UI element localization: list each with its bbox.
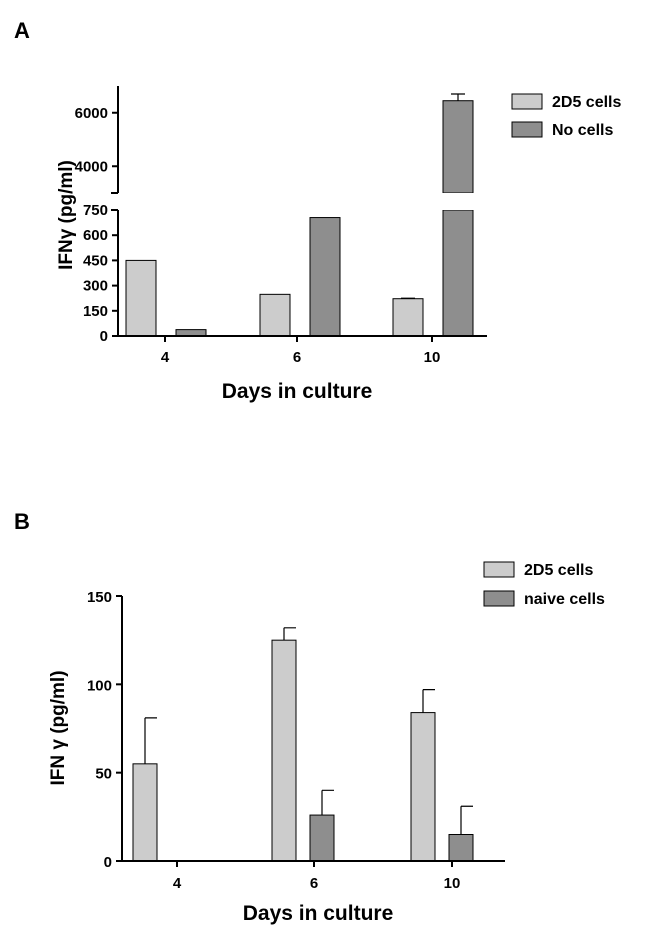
panel-b-ylabel: IFN γ (pg/ml)	[48, 670, 69, 785]
panel-a-legend-swatch	[511, 121, 543, 138]
panel-b-xtick-label: 6	[310, 875, 318, 892]
panel-b-legend-label: naive cells	[524, 591, 605, 608]
panel-b-error-bar	[144, 717, 157, 764]
panel-a-legend-label: No cells	[552, 122, 613, 139]
panel-b-xtick-label: 10	[444, 875, 461, 892]
panel-a-bar-no-cells-day-10-upper	[442, 100, 474, 194]
panel-a-xlabel: Days in culture	[222, 380, 373, 403]
panel-b-bar-2d5-cells-day-6	[271, 639, 297, 862]
panel-b-ytick-label: 150	[87, 589, 112, 606]
panel-b-bar-naive-cells-day-6	[309, 814, 335, 862]
panel-a-ytick-label: 450	[83, 252, 108, 269]
panel-a-ylabel: IFNγ (pg/ml)	[56, 160, 77, 270]
panel-a-ytick-label: 750	[83, 202, 108, 219]
panel-b-error-bar	[321, 789, 334, 816]
panel-a-ytick-label: 300	[83, 278, 108, 295]
panel-a-ytick-label: 6000	[75, 105, 108, 122]
panel-a-legend: 2D5 cells No cells	[511, 93, 621, 139]
panel-a-legend-label: 2D5 cells	[552, 94, 621, 111]
panel-b-legend-swatch	[483, 561, 515, 578]
panel-b-bar-2d5-cells-day-4	[132, 763, 158, 862]
panel-a-axis-break-gap	[441, 193, 475, 210]
panel-a-legend-swatch	[511, 93, 543, 110]
panel-a: A IFNγ (pg/ml) Days in culture 0 150 300 45…	[14, 18, 621, 403]
panel-b: B IFN γ (pg/ml) Days in culture 0 50 100 15…	[14, 509, 605, 925]
panel-b-legend-label: 2D5 cells	[524, 562, 593, 579]
panel-a-ytick-label: 150	[83, 303, 108, 320]
panel-b-ytick-label: 0	[104, 854, 112, 871]
panel-a-bar-2d5-cells-day-4	[125, 259, 157, 337]
panel-a-ytick-label: 0	[100, 328, 108, 345]
panel-b-error-bar	[460, 805, 473, 835]
panel-a-error-bar	[451, 93, 465, 101]
panel-a-xtick-label: 6	[293, 349, 301, 366]
panel-a-bar-2d5-cells-day-10	[392, 298, 424, 337]
panel-a-ytick-label: 4000	[75, 158, 108, 175]
panel-b-label: B	[14, 509, 30, 534]
panel-b-plot-area: 0 50 100 150 4 6 10	[87, 589, 505, 892]
panel-b-bar-naive-cells-day-10	[448, 834, 474, 862]
panel-a-bar-no-cells-day-6	[309, 217, 341, 337]
panel-a-bar-no-cells-day-10-lower	[442, 209, 474, 337]
panel-a-label: A	[14, 18, 30, 43]
panel-a-xtick-label: 4	[161, 349, 170, 366]
panel-b-bar-2d5-cells-day-10	[410, 712, 436, 862]
panel-a-bar-2d5-cells-day-6	[259, 293, 291, 337]
panel-b-error-bar	[283, 627, 296, 641]
panel-a-xtick-label: 10	[424, 349, 441, 366]
panel-a-ytick-label: 600	[83, 227, 108, 244]
panel-b-ytick-label: 100	[87, 677, 112, 694]
panel-b-ytick-label: 50	[95, 766, 112, 783]
panel-b-xtick-label: 4	[173, 875, 182, 892]
panel-b-error-bar	[422, 689, 435, 713]
panel-a-plot-area: 0 150 300 450 600 750 4000 6000 4 6 10	[75, 86, 487, 366]
panel-b-legend-swatch	[483, 590, 515, 607]
panel-a-error-bar	[401, 297, 415, 299]
panel-b-xlabel: Days in culture	[243, 902, 394, 925]
panel-b-legend: 2D5 cells naive cells	[483, 561, 605, 608]
